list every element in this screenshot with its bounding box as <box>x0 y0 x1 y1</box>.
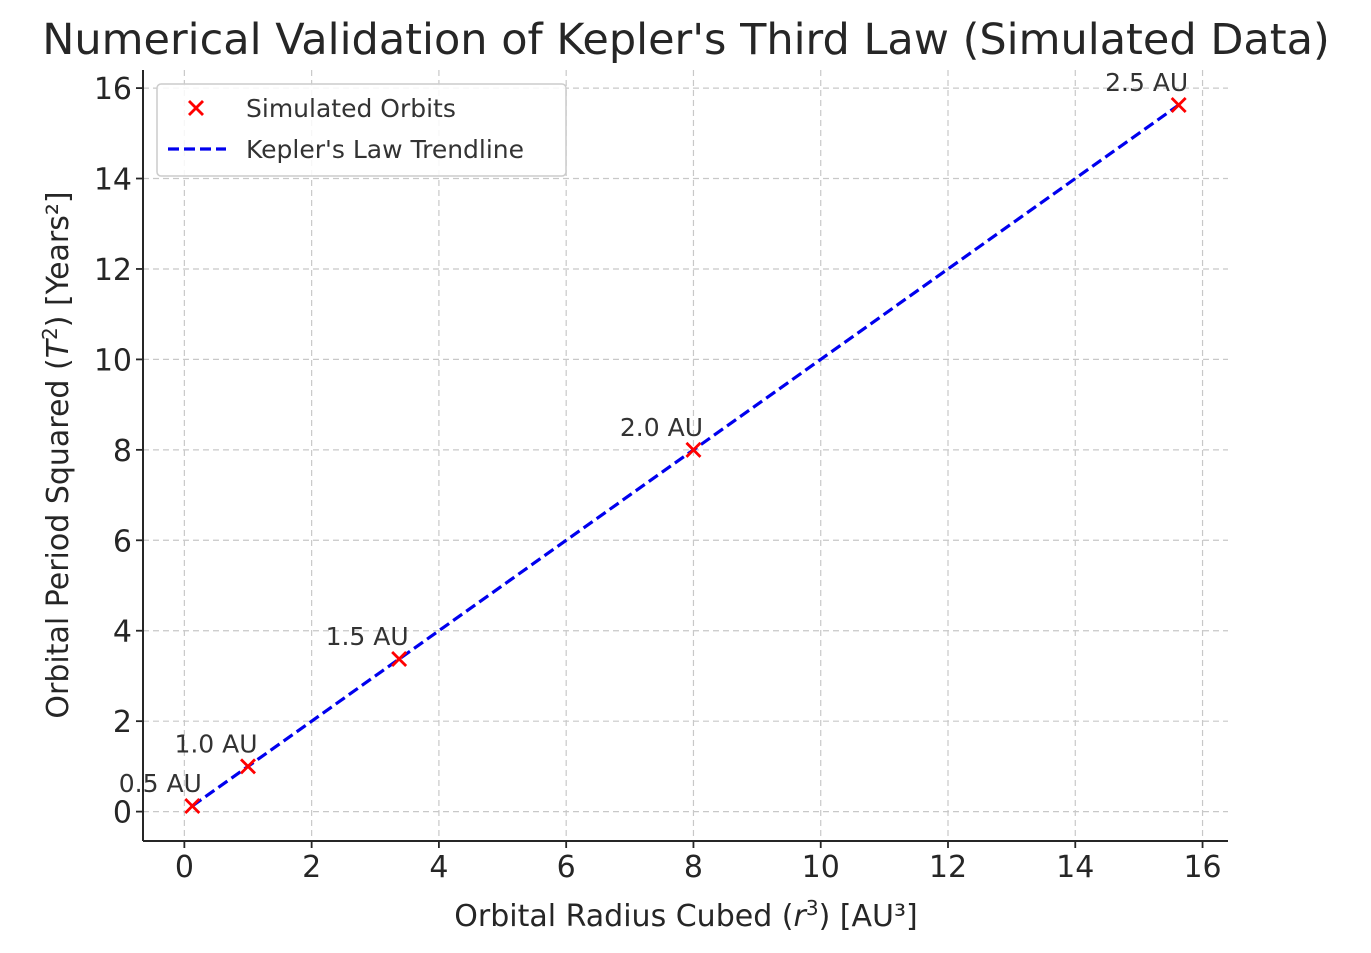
legend-x-marker-icon <box>188 100 204 116</box>
x-axis-label: Orbital Radius Cubed (r3) [AU³] <box>454 896 917 934</box>
x-tick-label-8: 8 <box>684 850 703 885</box>
data-label-1: 1.0 AU <box>174 729 257 758</box>
x-tick-label-0: 0 <box>175 850 194 885</box>
data-point-0-stroke-b <box>184 797 201 814</box>
y-axis-label-prefix: Orbital Period Squared ( <box>41 358 76 718</box>
grid <box>143 70 1228 841</box>
legend-x-marker-stroke-b <box>188 100 204 116</box>
data-point-1 <box>240 758 256 775</box>
x-tick-label-12: 12 <box>929 850 967 885</box>
data-label-3: 2.0 AU <box>620 413 703 442</box>
y-tick-label-8: 8 <box>113 434 132 469</box>
y-tick-label-0: 0 <box>113 796 132 831</box>
data-label-4: 2.5 AU <box>1105 68 1188 97</box>
x-tick-label-16: 16 <box>1183 850 1221 885</box>
data-label-2: 1.5 AU <box>326 622 409 651</box>
data-point-3 <box>685 441 702 458</box>
y-axis-label-suffix: ) [Years²] <box>41 191 76 327</box>
x-tick-label-2: 2 <box>302 850 321 885</box>
axes-spines <box>142 70 1228 842</box>
y-tick-label-6: 6 <box>113 524 132 559</box>
data-point-1-stroke-b <box>240 758 256 775</box>
legend-frame <box>156 83 567 177</box>
y-tick-label-16: 16 <box>94 72 132 107</box>
x-tick-label-4: 4 <box>429 850 448 885</box>
y-axis-label-var: T <box>41 337 76 358</box>
legend-entry-keplers-law-trendline: Kepler's Law Trendline <box>246 135 524 164</box>
data-label-0: 0.5 AU <box>119 769 202 798</box>
x-axis-label-suffix: ) [AU³] <box>819 899 918 934</box>
x-axis-label-prefix: Orbital Radius Cubed ( <box>454 899 793 934</box>
y-tick-label-2: 2 <box>113 705 132 740</box>
legend: Simulated Orbits Kepler's Law Trendline <box>156 83 567 177</box>
trendline-series-line <box>191 103 1180 808</box>
y-tick-label-10: 10 <box>94 343 132 378</box>
chart-title: Numerical Validation of Kepler's Third L… <box>42 15 1330 65</box>
legend-entry-simulated-orbits: Simulated Orbits <box>246 94 456 123</box>
y-tick-label-14: 14 <box>94 163 132 198</box>
x-tick-label-14: 14 <box>1056 850 1094 885</box>
x-tick-label-6: 6 <box>557 850 576 885</box>
x-axis-label-sup: 3 <box>806 896 819 920</box>
x-axis-label-var: r <box>793 899 807 934</box>
plot-content: 0.5 AU 1.0 AU 1.5 AU 2.0 AU 2.5 AU <box>119 68 1188 814</box>
data-point-2-stroke-b <box>391 650 408 667</box>
data-point-0 <box>184 797 201 814</box>
x-tick-label-10: 10 <box>802 850 840 885</box>
data-point-2 <box>391 650 408 667</box>
data-point-3-stroke-b <box>685 441 702 458</box>
axis-ticks: 0 2 4 6 8 10 12 14 16 0 2 4 6 8 10 12 14 16 <box>94 72 1222 885</box>
data-point-4 <box>1170 97 1187 114</box>
y-axis-label-sup: 2 <box>38 327 62 340</box>
y-tick-label-4: 4 <box>113 615 132 650</box>
y-axis-label: Orbital Period Squared (T2) [Years²] <box>38 191 76 718</box>
data-point-4-stroke-b <box>1170 97 1187 114</box>
y-tick-label-12: 12 <box>94 253 132 288</box>
